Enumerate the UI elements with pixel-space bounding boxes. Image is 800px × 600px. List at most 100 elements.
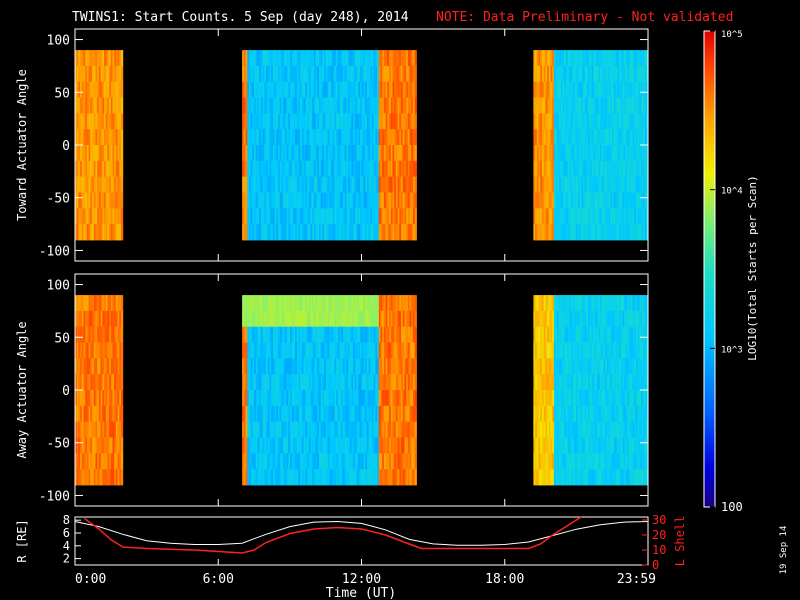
heatmap-cell <box>559 97 562 114</box>
heatmap-cell <box>342 310 346 328</box>
heatmap-cell <box>365 421 368 438</box>
heatmap-cell <box>564 97 567 114</box>
heatmap-cell <box>596 81 599 98</box>
heatmap-cell <box>366 97 370 114</box>
heatmap-cell <box>610 358 613 375</box>
heatmap-cell <box>586 145 589 162</box>
heatmap-cell <box>117 310 120 328</box>
heatmap-cell <box>95 129 98 146</box>
heatmap-cell <box>565 192 569 209</box>
heatmap-cell <box>278 295 281 312</box>
heatmap-cell <box>121 145 124 162</box>
heatmap-cell <box>646 437 649 454</box>
heatmap-cell <box>617 295 620 312</box>
heatmap-cell <box>407 97 411 114</box>
heatmap-cell <box>547 405 550 423</box>
heatmap-cell <box>372 390 375 407</box>
heatmap-cell <box>109 50 112 67</box>
heatmap-cell <box>279 310 282 328</box>
heatmap-cell <box>351 129 354 146</box>
heatmap-cell <box>342 295 346 312</box>
heatmap-cell <box>404 421 407 438</box>
heatmap-cell <box>267 160 270 178</box>
heatmap-cell <box>245 192 248 209</box>
heatmap-cell <box>538 421 541 438</box>
heatmap-cell <box>548 208 551 225</box>
heatmap-cell <box>584 453 587 470</box>
heatmap-cell <box>584 421 587 438</box>
heatmap-cell <box>363 50 366 67</box>
heatmap-cell <box>596 129 599 146</box>
heatmap-cell <box>254 310 257 328</box>
heatmap-cell <box>308 176 311 193</box>
heatmap-cell <box>245 176 248 193</box>
heatmap-cell <box>555 81 558 98</box>
heatmap-cell <box>93 160 96 178</box>
heatmap-cell <box>337 437 340 454</box>
heatmap-cell <box>414 390 417 407</box>
heatmap-cell <box>86 129 90 146</box>
heatmap-cell <box>320 224 323 241</box>
heatmap-cell <box>303 224 306 241</box>
heatmap-cell <box>86 405 90 423</box>
heatmap-cell <box>334 453 337 470</box>
heatmap-cell <box>348 342 351 359</box>
heatmap-cell <box>95 310 98 328</box>
heatmap-cell <box>88 208 91 225</box>
heatmap-cell <box>341 97 344 114</box>
heatmap-cell <box>375 208 378 225</box>
heatmap-cell <box>382 295 385 312</box>
heatmap-cell <box>307 421 310 438</box>
heatmap-cell <box>324 97 327 114</box>
heatmap-cell <box>325 65 329 83</box>
heatmap-cell <box>284 160 287 178</box>
heatmap-cell <box>622 65 625 83</box>
heatmap-cell <box>298 145 301 162</box>
heatmap-cell <box>389 358 392 375</box>
heatmap-cell <box>83 390 86 407</box>
heatmap-cell <box>395 50 399 67</box>
heatmap-cell <box>264 326 267 343</box>
heatmap-cell <box>596 374 599 391</box>
heatmap-cell <box>308 224 311 241</box>
heatmap-cell <box>291 374 294 391</box>
heatmap-cell <box>641 295 644 312</box>
heatmap-cell <box>254 145 257 162</box>
heatmap-cell <box>104 453 107 470</box>
heatmap-cell <box>378 326 381 343</box>
heatmap-cell <box>414 81 417 98</box>
heatmap-cell <box>351 192 354 209</box>
heatmap-cell <box>327 405 330 423</box>
heatmap-cell <box>255 326 258 343</box>
heatmap-cell <box>80 421 83 438</box>
heatmap-cell <box>397 97 400 114</box>
heatmap-cell <box>620 145 623 162</box>
heatmap-cell <box>104 437 107 454</box>
heatmap-cell <box>642 160 646 178</box>
heatmap-cell <box>349 437 352 454</box>
heatmap-cell <box>591 437 594 454</box>
heatmap-cell <box>78 421 81 438</box>
heatmap-cell <box>117 326 120 343</box>
colorbar-tick-label: 100 <box>721 500 743 514</box>
y-tick-label: 100 <box>47 34 70 49</box>
heatmap-cell <box>324 176 327 193</box>
heatmap-cell <box>370 129 373 146</box>
heatmap-cell <box>274 224 277 241</box>
heatmap-cell <box>339 176 342 193</box>
heatmap-cell <box>567 192 570 209</box>
heatmap-cell <box>325 421 329 438</box>
heatmap-cell <box>86 65 90 83</box>
heatmap-cell <box>363 176 366 193</box>
heatmap-cell <box>308 326 311 343</box>
heatmap-cell <box>288 50 291 67</box>
heatmap-cell <box>307 469 310 486</box>
heatmap-cell <box>641 437 644 454</box>
heatmap-cell <box>545 437 548 454</box>
heatmap-cell <box>110 129 113 146</box>
heatmap-cell <box>327 224 330 241</box>
heatmap-cell <box>361 97 364 114</box>
heatmap-cell <box>286 310 289 328</box>
heatmap-cell <box>606 310 610 328</box>
heatmap-cell <box>591 326 594 343</box>
